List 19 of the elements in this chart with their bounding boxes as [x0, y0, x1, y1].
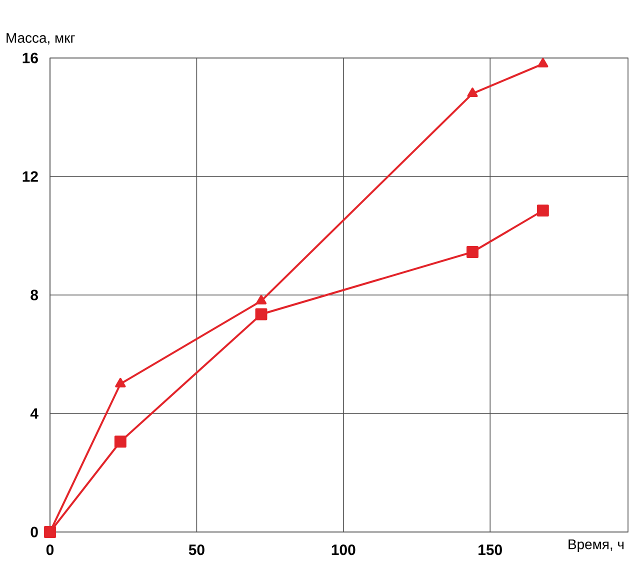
point [255, 308, 268, 320]
point [115, 378, 126, 388]
point [538, 58, 548, 68]
point [467, 88, 478, 98]
point [536, 204, 549, 217]
y-tick-label: 16 [22, 52, 38, 64]
point [256, 294, 267, 304]
x-axis-title: Время, ч [568, 540, 624, 552]
point [466, 246, 478, 258]
y-tick-label: 4 [30, 408, 38, 419]
x-tick-label: 100 [332, 544, 356, 556]
x-tick-label: 150 [478, 544, 502, 556]
x-tick-label: 0 [46, 544, 54, 556]
x-tick-label: 50 [188, 544, 204, 556]
point [114, 436, 126, 448]
y-tick-label: 0 [30, 526, 38, 538]
y-axis-title: Масса, мкг [6, 33, 75, 44]
y-tick-label: 8 [30, 290, 38, 300]
y-tick-label: 12 [22, 171, 38, 182]
